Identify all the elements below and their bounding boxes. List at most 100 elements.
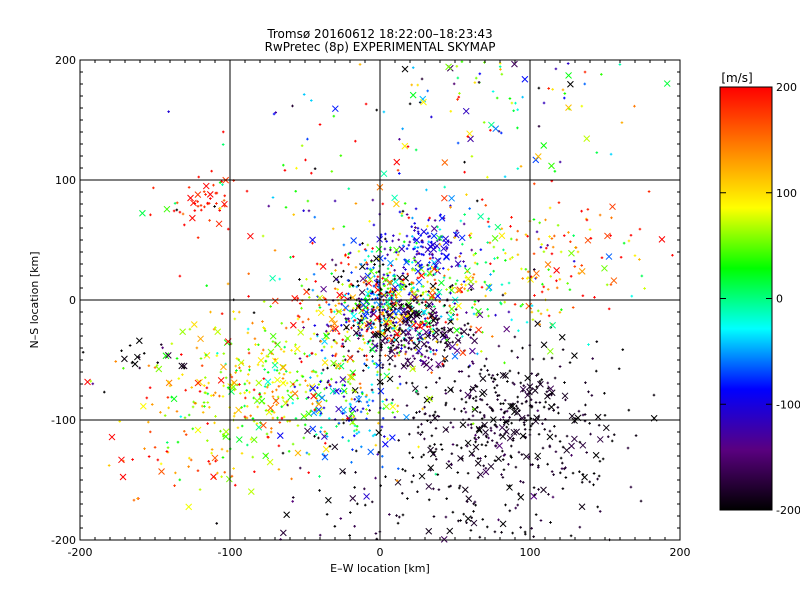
scatter-point-plus xyxy=(414,329,417,332)
scatter-point-plus xyxy=(209,310,212,314)
scatter-point-plus xyxy=(182,366,186,370)
scatter-point-cross xyxy=(513,428,521,436)
scatter-point-plus xyxy=(376,370,379,374)
scatter-point-plus xyxy=(545,390,549,394)
scatter-point-plus xyxy=(546,308,549,312)
scatter-point-plus xyxy=(383,308,386,311)
scatter-point-plus xyxy=(555,279,558,283)
scatter-point-plus xyxy=(400,343,404,347)
scatter-point-plus xyxy=(346,380,350,384)
scatter-point-cross xyxy=(276,432,284,439)
scatter-point-plus xyxy=(643,287,646,290)
scatter-point-plus xyxy=(296,296,300,300)
scatter-point-cross xyxy=(315,400,323,408)
scatter-point-plus xyxy=(511,256,514,259)
scatter-point-cross xyxy=(375,301,383,308)
scatter-point-plus xyxy=(449,206,452,209)
scatter-point-plus xyxy=(281,451,285,455)
scatter-point-plus xyxy=(325,399,328,403)
scatter-point-plus xyxy=(515,404,518,408)
scatter-point-plus xyxy=(316,399,319,403)
scatter-point-plus xyxy=(553,376,557,380)
scatter-point-plus xyxy=(443,360,447,363)
scatter-point-plus xyxy=(253,337,257,341)
scatter-point-plus xyxy=(390,401,394,405)
scatter-point-cross xyxy=(533,270,540,277)
scatter-point-plus xyxy=(486,220,490,224)
scatter-point-plus xyxy=(200,208,203,212)
scatter-point-plus xyxy=(440,327,444,330)
scatter-point-plus xyxy=(393,274,397,278)
scatter-point-plus xyxy=(516,395,520,399)
scatter-point-plus xyxy=(561,487,565,490)
scatter-point-plus xyxy=(204,193,207,196)
scatter-point-plus xyxy=(609,152,613,156)
scatter-point-plus xyxy=(156,361,159,364)
scatter-point-plus xyxy=(291,496,295,499)
scatter-point-cross xyxy=(596,436,604,443)
scatter-point-plus xyxy=(295,379,299,382)
scatter-point-plus xyxy=(383,284,386,288)
scatter-point-cross xyxy=(579,441,587,449)
scatter-point-plus xyxy=(435,327,439,331)
scatter-point-cross xyxy=(367,448,375,456)
scatter-point-cross xyxy=(335,308,343,316)
scatter-point-plus xyxy=(553,170,557,173)
scatter-point-plus xyxy=(223,470,227,474)
scatter-point-plus xyxy=(489,429,493,432)
scatter-point-plus xyxy=(362,369,365,372)
scatter-point-plus xyxy=(469,236,472,239)
scatter-point-cross xyxy=(346,354,354,362)
scatter-point-plus xyxy=(373,274,376,278)
scatter-point-plus xyxy=(440,235,444,239)
scatter-point-plus xyxy=(438,228,442,231)
scatter-point-plus xyxy=(196,200,199,203)
scatter-point-plus xyxy=(474,503,477,507)
scatter-point-plus xyxy=(363,362,366,366)
scatter-point-plus xyxy=(173,202,177,205)
scatter-point-plus xyxy=(511,531,514,535)
scatter-point-plus xyxy=(221,130,225,134)
scatter-point-plus xyxy=(239,369,242,373)
scatter-point-plus xyxy=(346,330,349,334)
scatter-point-cross xyxy=(429,450,437,458)
scatter-point-plus xyxy=(371,330,375,334)
scatter-point-plus xyxy=(219,370,223,374)
scatter-point-plus xyxy=(583,413,587,416)
scatter-point-plus xyxy=(313,167,317,171)
scatter-point-plus xyxy=(524,267,528,271)
scatter-point-cross xyxy=(230,379,238,387)
scatter-point-plus xyxy=(374,532,378,535)
scatter-point-plus xyxy=(405,310,408,314)
scatter-point-plus xyxy=(319,339,323,343)
scatter-point-plus xyxy=(520,453,524,456)
scatter-point-plus xyxy=(479,350,483,353)
scatter-point-plus xyxy=(376,330,380,333)
scatter-point-plus xyxy=(571,306,575,309)
scatter-point-plus xyxy=(298,278,301,281)
scatter-point-plus xyxy=(311,402,314,406)
scatter-point-plus xyxy=(350,460,353,464)
scatter-point-plus xyxy=(360,445,363,449)
scatter-point-plus xyxy=(463,287,466,291)
scatter-point-plus xyxy=(415,250,419,253)
scatter-point-cross xyxy=(386,311,394,319)
scatter-point-plus xyxy=(327,379,330,383)
scatter-point-plus xyxy=(633,254,637,257)
scatter-point-cross xyxy=(506,484,513,491)
scatter-point-cross xyxy=(210,473,217,481)
scatter-point-plus xyxy=(355,428,358,432)
scatter-point-cross xyxy=(293,345,301,353)
scatter-point-cross xyxy=(544,261,552,268)
scatter-point-plus xyxy=(199,357,203,360)
scatter-point-plus xyxy=(266,355,270,358)
scatter-point-cross xyxy=(217,377,225,384)
scatter-point-plus xyxy=(419,234,423,237)
scatter-point-plus xyxy=(374,349,378,352)
scatter-point-plus xyxy=(403,345,407,349)
scatter-point-plus xyxy=(342,243,346,247)
x-tick-label: -200 xyxy=(68,546,93,559)
scatter-point-plus xyxy=(480,285,484,289)
scatter-point-plus xyxy=(432,348,435,352)
scatter-point-plus xyxy=(437,317,441,320)
